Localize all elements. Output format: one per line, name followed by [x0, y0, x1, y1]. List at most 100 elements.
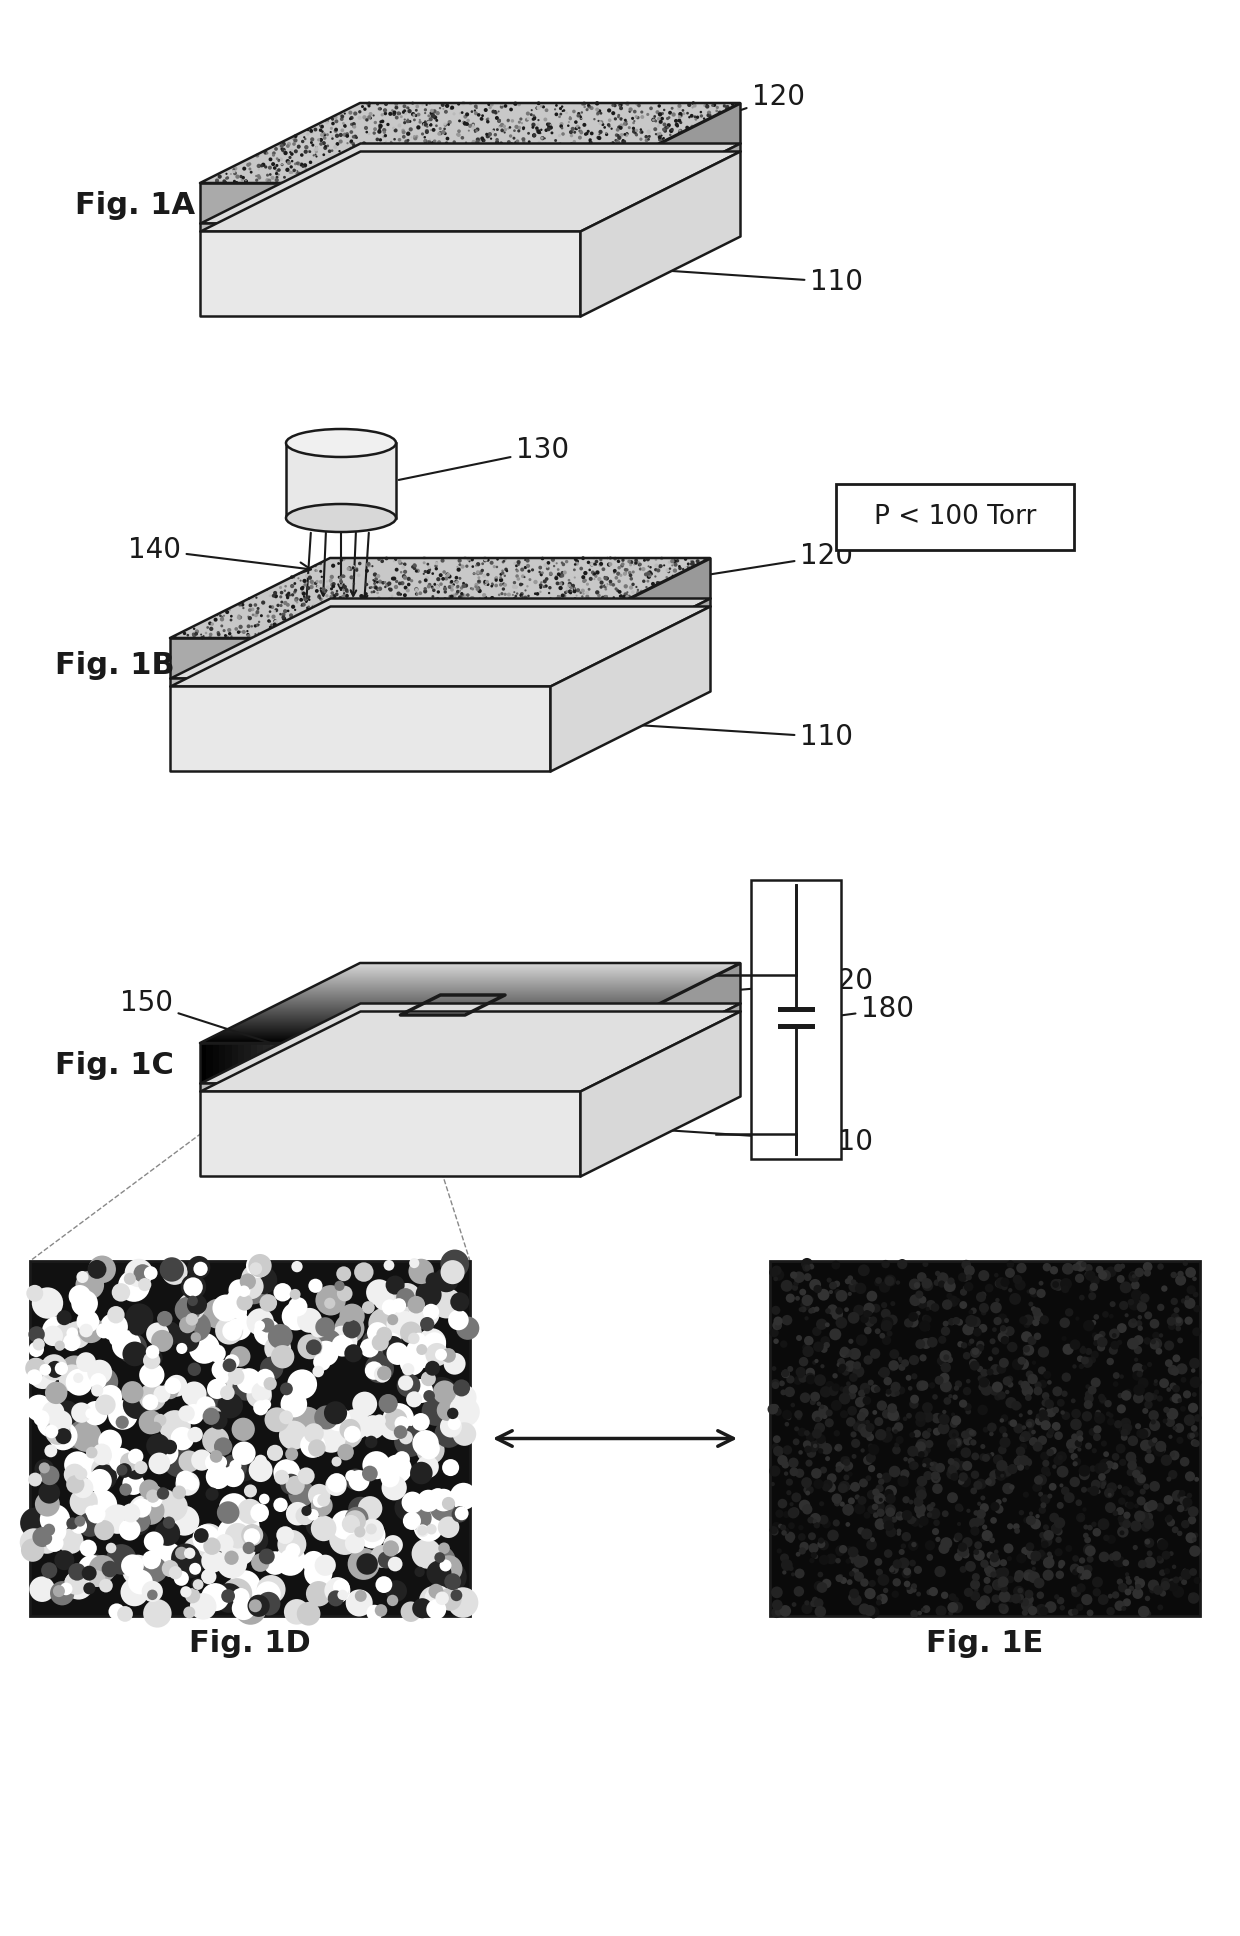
Point: [707, 95, 727, 126]
Circle shape: [1157, 1539, 1166, 1547]
Circle shape: [947, 1466, 956, 1473]
Point: [495, 163, 515, 194]
Point: [456, 163, 476, 194]
Circle shape: [1054, 1593, 1059, 1599]
Point: [331, 563, 351, 594]
Point: [528, 93, 548, 124]
Circle shape: [1126, 1502, 1135, 1510]
Circle shape: [998, 1332, 1008, 1342]
Point: [507, 554, 527, 585]
Circle shape: [92, 1456, 120, 1485]
Point: [273, 136, 293, 166]
Circle shape: [843, 1466, 849, 1471]
Circle shape: [889, 1365, 895, 1371]
Circle shape: [387, 1595, 398, 1607]
Point: [459, 604, 479, 635]
Circle shape: [802, 1504, 812, 1514]
Circle shape: [108, 1603, 125, 1620]
Circle shape: [985, 1479, 992, 1485]
Point: [196, 618, 216, 649]
Point: [337, 581, 357, 612]
Circle shape: [249, 1262, 262, 1276]
Circle shape: [203, 1537, 221, 1555]
Point: [496, 585, 516, 616]
Point: [471, 159, 491, 190]
Point: [438, 91, 458, 122]
Circle shape: [1071, 1409, 1081, 1419]
Point: [604, 97, 624, 128]
Circle shape: [1094, 1425, 1101, 1435]
Point: [640, 560, 660, 590]
Circle shape: [223, 1359, 237, 1373]
Point: [267, 606, 286, 637]
Point: [373, 141, 393, 172]
Point: [456, 598, 476, 629]
Point: [281, 604, 301, 635]
Circle shape: [925, 1440, 934, 1448]
Point: [286, 583, 306, 614]
Point: [360, 130, 379, 161]
Point: [467, 604, 487, 635]
Circle shape: [975, 1541, 982, 1549]
Point: [370, 596, 389, 627]
Circle shape: [849, 1347, 861, 1359]
Circle shape: [305, 1512, 331, 1537]
Circle shape: [1011, 1593, 1021, 1603]
Circle shape: [893, 1578, 901, 1586]
Circle shape: [887, 1409, 898, 1421]
Point: [405, 122, 425, 153]
Circle shape: [919, 1516, 929, 1526]
Circle shape: [180, 1586, 191, 1597]
Point: [260, 620, 280, 650]
Point: [320, 165, 340, 196]
Point: [604, 139, 624, 170]
Circle shape: [403, 1512, 420, 1529]
Circle shape: [1028, 1425, 1034, 1431]
Circle shape: [108, 1400, 138, 1429]
Circle shape: [175, 1547, 188, 1560]
Point: [588, 99, 608, 130]
Point: [278, 583, 298, 614]
Circle shape: [345, 1510, 366, 1531]
Point: [342, 596, 362, 627]
Point: [491, 606, 511, 637]
Point: [494, 157, 513, 188]
Point: [370, 573, 389, 604]
Circle shape: [174, 1570, 188, 1586]
Point: [219, 614, 239, 645]
Circle shape: [193, 1262, 207, 1276]
Circle shape: [822, 1413, 827, 1419]
Circle shape: [817, 1402, 821, 1406]
Point: [448, 571, 467, 602]
Point: [317, 105, 337, 136]
Circle shape: [804, 1431, 810, 1437]
Point: [480, 118, 500, 149]
Circle shape: [861, 1448, 864, 1452]
Point: [312, 616, 332, 647]
Circle shape: [782, 1510, 790, 1518]
Circle shape: [820, 1500, 825, 1506]
Circle shape: [861, 1578, 869, 1588]
Circle shape: [847, 1545, 853, 1553]
Point: [294, 616, 314, 647]
Point: [311, 596, 331, 627]
Point: [197, 612, 217, 643]
Point: [446, 567, 466, 598]
Point: [247, 165, 267, 196]
Point: [487, 552, 507, 583]
Circle shape: [1156, 1347, 1162, 1355]
Circle shape: [800, 1307, 806, 1313]
Point: [506, 128, 526, 159]
Circle shape: [1085, 1270, 1095, 1282]
Point: [528, 594, 548, 625]
Circle shape: [1137, 1301, 1147, 1313]
Point: [299, 560, 319, 590]
Point: [492, 621, 512, 652]
Point: [666, 550, 686, 581]
Point: [501, 95, 521, 126]
Point: [470, 594, 490, 625]
Point: [326, 106, 346, 137]
Point: [469, 130, 489, 161]
Circle shape: [906, 1413, 911, 1419]
Point: [673, 95, 693, 126]
